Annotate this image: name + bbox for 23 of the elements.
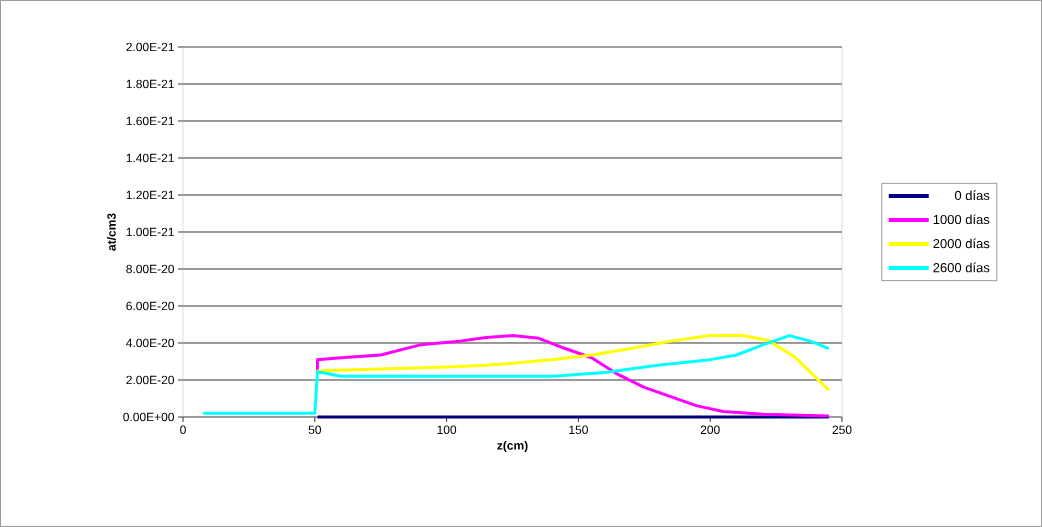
- legend-label: 0 días: [954, 190, 990, 201]
- x-tick-label: 50: [308, 425, 322, 435]
- x-axis-title: z(cm): [497, 440, 528, 453]
- y-tick-label: 1.00E-21: [126, 227, 174, 237]
- x-tick-label: 100: [437, 425, 457, 435]
- y-tick-label: 1.20E-21: [126, 190, 174, 200]
- y-tick-label: 2.00E-21: [126, 42, 174, 52]
- legend-label: 2000 días: [933, 238, 990, 249]
- x-tick-label: 200: [700, 425, 720, 435]
- y-tick-label: 4.00E-20: [126, 338, 175, 348]
- y-tick-label: 0.00E+00: [123, 412, 175, 422]
- legend-label: 2600 días: [933, 262, 990, 273]
- y-tick-label: 1.80E-21: [126, 79, 174, 89]
- x-tick-label: 250: [832, 425, 852, 435]
- y-tick-label: 6.00E-20: [126, 301, 175, 311]
- y-tick-label: 1.40E-21: [126, 153, 174, 163]
- legend-label: 1000 días: [933, 214, 990, 225]
- y-tick-label: 2.00E-20: [126, 375, 175, 385]
- x-tick-label: 0: [180, 425, 186, 435]
- y-tick-label: 8.00E-20: [126, 264, 175, 274]
- y-axis-title: at/cm3: [106, 213, 116, 251]
- x-tick-label: 150: [569, 425, 588, 435]
- y-tick-label: 1.60E-21: [126, 116, 174, 126]
